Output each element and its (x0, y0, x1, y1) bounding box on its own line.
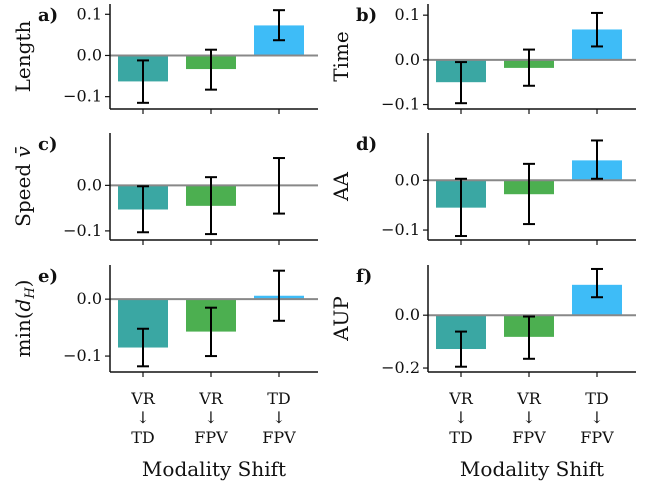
panel-letter: d) (356, 134, 377, 155)
error-bar (273, 9, 285, 42)
svg-text:↓: ↓ (522, 408, 535, 427)
svg-text:FPV: FPV (262, 428, 296, 447)
error-bar (455, 61, 467, 105)
error-bar (523, 48, 535, 87)
error-bar (273, 269, 285, 322)
y-tick-label: 0.0 (77, 45, 102, 64)
panel-letter: b) (356, 5, 377, 26)
error-bar (205, 306, 217, 358)
error-bar (523, 315, 535, 360)
svg-text:↓: ↓ (272, 408, 285, 427)
panel-letter: e) (38, 266, 58, 287)
error-bar (205, 48, 217, 91)
svg-text:VR: VR (198, 389, 224, 408)
y-tick-label: 0.0 (77, 289, 102, 308)
y-tick-label: −0.1 (63, 87, 102, 106)
category-label-vr-td: VR↓TD (130, 389, 156, 447)
panel-d: 0.0 −0.1 d)AA (329, 133, 636, 245)
y-tick-label: 0.0 (395, 305, 420, 324)
svg-text:TD: TD (585, 389, 609, 408)
y-tick-label: 0.1 (77, 4, 102, 23)
category-label-vr-td: VR↓TD (448, 389, 474, 447)
y-tick-label: −0.1 (63, 221, 102, 240)
y-tick-label: 0.0 (77, 175, 102, 194)
category-label-td-fpv: TD↓FPV (580, 389, 614, 447)
y-axis-label: AUP (329, 296, 353, 342)
y-axis-label: Time (329, 31, 353, 82)
svg-text:FPV: FPV (512, 428, 546, 447)
error-bar (591, 267, 603, 299)
svg-text:TD: TD (449, 428, 473, 447)
panel-b: 0.1 0.0 −0.1 b)Time (329, 4, 636, 114)
category-label-vr-fpv: VR↓FPV (512, 389, 546, 447)
panel-f: 0.0 −0.2 f)AUP (329, 265, 636, 377)
x-axis-title: Modality Shift (142, 457, 286, 481)
svg-text:TD: TD (267, 389, 291, 408)
error-bar (137, 327, 149, 368)
category-label-td-fpv: TD↓FPV (262, 389, 296, 447)
error-bar (455, 330, 467, 368)
panels: 0.1 0.0 −0.1 a)Length 0.1 0.0 −0.1 b)Time 0.0 −0.… (11, 4, 636, 377)
error-bar (137, 185, 149, 234)
y-axis-label: Speed v̄ (11, 145, 35, 226)
y-tick-label: 0.0 (395, 50, 420, 69)
y-axis-label: min(dH) (11, 279, 38, 357)
y-tick-label: 0.0 (395, 170, 420, 189)
panel-letter: f) (356, 266, 372, 287)
error-bar (591, 11, 603, 48)
category-label-vr-fpv: VR↓FPV (194, 389, 228, 447)
svg-text:FPV: FPV (194, 428, 228, 447)
panel-letter: c) (38, 134, 57, 155)
svg-text:↓: ↓ (590, 408, 603, 427)
error-bar (205, 176, 217, 236)
svg-text:↓: ↓ (204, 408, 217, 427)
y-axis-label: AA (329, 172, 353, 202)
y-axis-label: Length (11, 21, 35, 93)
y-tick-label: 0.1 (395, 5, 420, 24)
error-bar (137, 59, 149, 104)
svg-text:↓: ↓ (136, 408, 149, 427)
svg-text:FPV: FPV (580, 428, 614, 447)
error-bar (523, 162, 535, 226)
error-bar (455, 177, 467, 238)
x-axis-title: Modality Shift (460, 457, 604, 481)
y-tick-label: −0.2 (381, 358, 420, 377)
svg-text:VR: VR (448, 389, 474, 408)
panel-c: 0.0 −0.1 c)Speed v̄ (11, 133, 318, 245)
y-tick-label: −0.1 (381, 220, 420, 239)
error-bar (591, 139, 603, 180)
panel-e: 0.0 −0.1 e)min(dH) (11, 265, 318, 377)
y-tick-label: −0.1 (63, 346, 102, 365)
svg-text:TD: TD (131, 428, 155, 447)
svg-text:VR: VR (516, 389, 542, 408)
svg-text:↓: ↓ (454, 408, 467, 427)
svg-text:VR: VR (130, 389, 156, 408)
panel-a: 0.1 0.0 −0.1 a)Length (11, 4, 318, 114)
error-bar (273, 157, 285, 215)
panel-letter: a) (38, 5, 58, 26)
y-tick-label: −0.1 (381, 95, 420, 114)
